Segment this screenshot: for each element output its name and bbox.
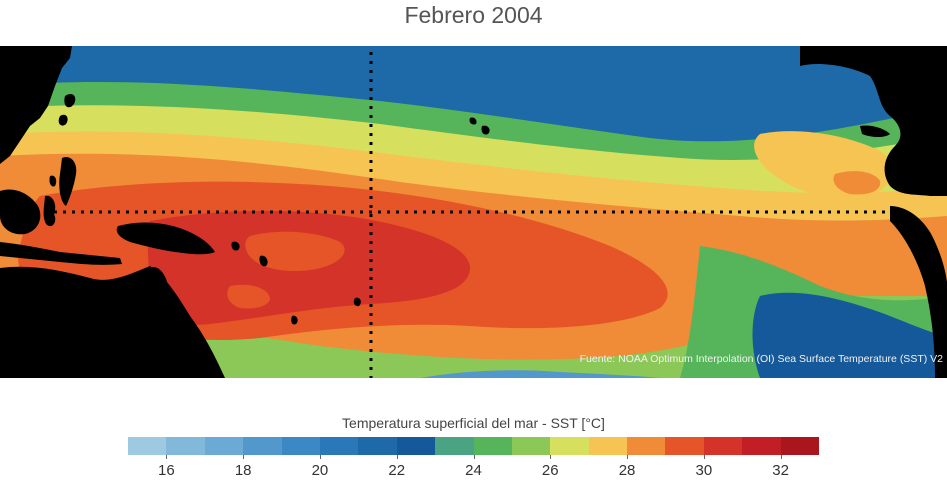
colorbar [128, 437, 820, 455]
colorbar-swatch [358, 437, 397, 455]
colorbar-title: Temperatura superficial del mar - SST [°… [342, 415, 605, 431]
colorbar-tick-mark [396, 455, 398, 459]
colorbar-swatch [281, 437, 320, 455]
colorbar-tick-label: 18 [234, 462, 252, 479]
colorbar-ticks: 16 18 20 22 24 26 28 30 32 [128, 455, 819, 479]
colorbar-swatch [473, 437, 512, 455]
colorbar-tick-mark [780, 455, 782, 459]
colorbar-swatch [703, 437, 743, 455]
colorbar-swatch [550, 437, 589, 455]
land-new-guinea [116, 222, 215, 255]
colorbar-tick-mark [550, 455, 552, 459]
colorbar-swatch [780, 437, 820, 455]
land-asia [0, 46, 72, 164]
colorbar-swatch [511, 437, 551, 455]
sst-south-cool [752, 292, 947, 378]
colorbar-swatch [243, 437, 282, 455]
colorbar-swatch [166, 437, 205, 455]
source-note: Fuente: NOAA Optimum Interpolation (OI) … [579, 353, 943, 365]
colorbar-tick-mark [627, 455, 629, 459]
colorbar-tick-label: 26 [541, 462, 559, 479]
colorbar-tick-label: 24 [465, 462, 482, 479]
colorbar-tick-mark [166, 455, 168, 459]
land-australia [0, 266, 225, 378]
colorbar-swatch [665, 437, 704, 455]
colorbar-tick-label: 20 [311, 462, 329, 479]
map-title: Febrero 2004 [404, 2, 543, 28]
colorbar-swatch [319, 437, 359, 455]
land [0, 46, 947, 378]
land-hawaii [469, 117, 477, 125]
land-south-america [890, 206, 947, 378]
colorbar-tick-label: 16 [158, 462, 175, 479]
colorbar-swatch [128, 437, 167, 455]
colorbar-swatch [396, 437, 436, 455]
sst-map: Fuente: NOAA Optimum Interpolation (OI) … [0, 46, 947, 378]
colorbar-tick-mark [473, 455, 475, 459]
land-philippines [59, 156, 77, 206]
colorbar-tick-mark [703, 455, 705, 459]
colorbar-tick-mark [243, 455, 245, 459]
colorbar-tick-label: 32 [772, 462, 789, 479]
sst-map-svg [0, 46, 947, 378]
colorbar-swatch [435, 437, 474, 455]
colorbar-swatch [204, 437, 244, 455]
colorbar-swatch [627, 437, 666, 455]
colorbar-swatch [742, 437, 781, 455]
colorbar-tick-mark [319, 455, 321, 459]
colorbar-tick-label: 30 [695, 462, 713, 479]
colorbar-swatch [588, 437, 628, 455]
colorbar-tick-label: 22 [388, 462, 406, 479]
colorbar-tick-label: 28 [618, 462, 636, 479]
